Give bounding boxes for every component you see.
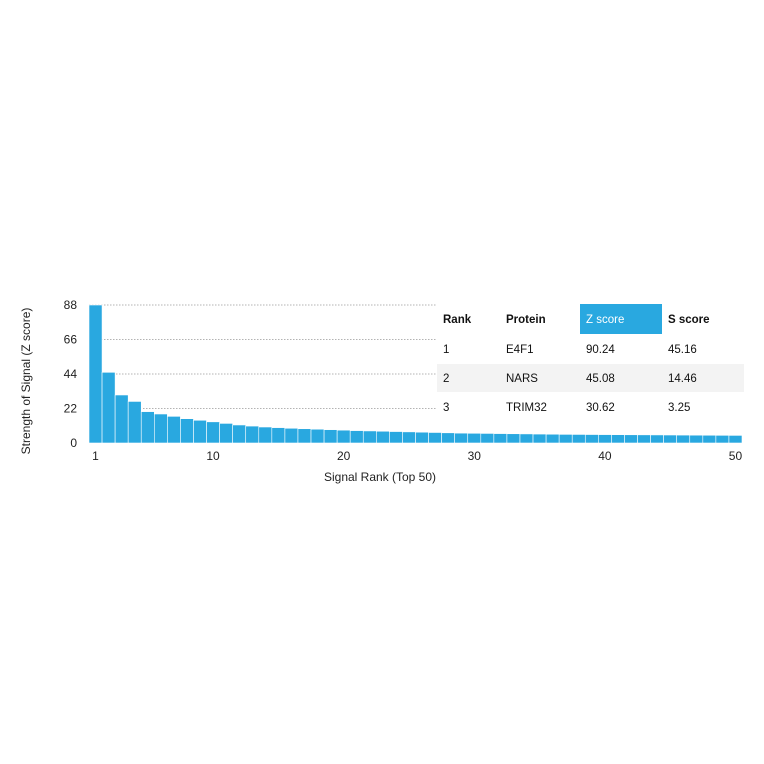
bar-rank-8 (180, 418, 194, 444)
bar-rank-32 (493, 433, 508, 444)
bar-rank-37 (558, 434, 573, 444)
bar-rank-7 (167, 416, 181, 444)
table-cell-z-2: 45.08 (586, 373, 615, 385)
bar-rank-25 (402, 431, 416, 444)
x-tick-label: 20 (337, 449, 351, 463)
bar-rank-11 (219, 423, 233, 444)
bar-rank-9 (193, 419, 207, 444)
bar-rank-33 (506, 433, 521, 444)
x-tick-label: 10 (206, 449, 220, 463)
bar-rank-19 (323, 429, 338, 444)
bar-rank-42 (624, 434, 638, 444)
bar-rank-29 (454, 432, 469, 444)
bar-rank-30 (467, 432, 482, 444)
bar-rank-1 (88, 304, 103, 444)
bar-rank-23 (376, 430, 390, 444)
bar-rank-36 (545, 433, 560, 444)
bar-rank-49 (715, 435, 730, 444)
table-cell-s-1: 45.16 (668, 344, 697, 356)
bar-rank-13 (245, 425, 260, 444)
table-cell-protein-1: E4F1 (506, 344, 534, 356)
x-tick-label: 30 (468, 449, 482, 463)
bar-rank-40 (598, 434, 612, 444)
table-cell-z-1: 90.24 (586, 344, 615, 356)
bar-rank-12 (232, 424, 247, 444)
bar-rank-50 (728, 435, 743, 444)
bar-rank-2 (101, 372, 116, 444)
table-cell-rank-3: 3 (443, 402, 449, 414)
bar-rank-31 (480, 433, 495, 444)
bar-rank-17 (297, 428, 312, 444)
y-tick-label: 0 (70, 436, 77, 450)
x-tick-label: 1 (92, 449, 99, 463)
bar-rank-21 (349, 430, 364, 444)
table-cell-protein-2: NARS (506, 373, 538, 385)
bar-rank-43 (637, 434, 651, 444)
bar-rank-10 (206, 421, 220, 444)
bar-rank-18 (310, 428, 325, 444)
bar-rank-15 (271, 427, 286, 444)
table-header-s-score: S score (668, 314, 710, 326)
table-cell-z-3: 30.62 (586, 402, 615, 414)
y-tick-label: 44 (64, 367, 78, 381)
bar-rank-27 (428, 432, 442, 444)
bar-rank-3 (114, 394, 129, 444)
table-cell-s-3: 3.25 (668, 402, 690, 414)
x-tick-label: 50 (729, 449, 743, 463)
bar-rank-44 (650, 434, 664, 444)
bar-rank-5 (140, 411, 155, 444)
bar-rank-38 (571, 434, 586, 444)
bar-rank-24 (389, 431, 403, 444)
table-header-rank: Rank (443, 314, 472, 326)
data-table: Rank Protein Z score S score 1 E4F1 90.2… (437, 304, 744, 427)
y-tick-label: 66 (64, 333, 78, 347)
table-cell-rank-2: 2 (443, 373, 449, 385)
y-tick-label: 88 (64, 298, 78, 312)
x-tick-label: 40 (598, 449, 612, 463)
x-axis-title: Signal Rank (Top 50) (324, 470, 436, 484)
bar-rank-46 (676, 434, 691, 444)
bars (88, 304, 743, 444)
bar-rank-14 (258, 426, 273, 444)
bar-rank-16 (284, 427, 299, 444)
table-row-stripe (437, 364, 744, 392)
bar-rank-26 (415, 431, 429, 444)
bar-rank-4 (127, 401, 142, 444)
y-tick-label: 22 (64, 402, 78, 416)
table-cell-rank-1: 1 (443, 344, 449, 356)
bar-rank-45 (663, 434, 678, 444)
bar-rank-48 (702, 434, 717, 444)
table-cell-protein-3: TRIM32 (506, 402, 547, 414)
bar-rank-28 (441, 432, 455, 444)
bar-rank-34 (519, 433, 534, 444)
bar-rank-6 (154, 413, 168, 444)
table-header-z-score: Z score (586, 314, 624, 326)
bar-rank-41 (611, 434, 625, 444)
bar-rank-39 (584, 434, 599, 444)
table-cell-s-2: 14.46 (668, 373, 697, 385)
table-header-protein: Protein (506, 314, 546, 326)
y-axis-title: Strength of Signal (Z score) (19, 308, 33, 455)
z-score-header-highlight (580, 304, 662, 334)
bar-rank-35 (532, 433, 547, 444)
y-axis-ticks: 0 22 44 66 88 (64, 298, 78, 450)
x-axis-ticks: 1 10 20 30 40 50 (92, 449, 742, 463)
bar-rank-20 (336, 429, 351, 444)
bar-rank-47 (689, 434, 704, 444)
bar-rank-22 (362, 430, 377, 444)
gridlines (89, 304, 437, 409)
